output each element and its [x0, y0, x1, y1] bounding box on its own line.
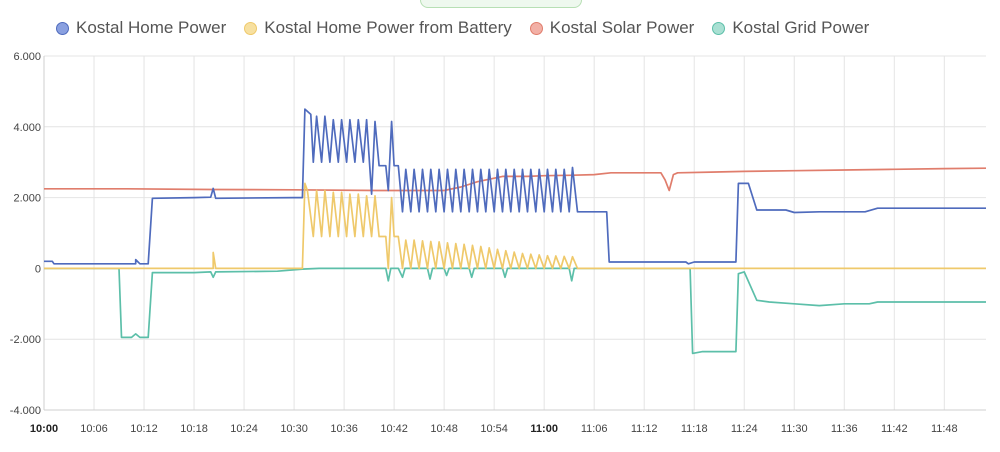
legend-dot-icon [529, 21, 543, 35]
x-tick-label: 10:42 [380, 423, 408, 435]
x-tick-label: 11:42 [881, 423, 908, 435]
legend-label: Kostal Solar Power [549, 18, 695, 37]
y-tick-label: 4.000 [13, 122, 41, 134]
x-tick-label: 10:36 [330, 423, 358, 435]
x-tick-label: 10:24 [230, 423, 258, 435]
x-tick-label: 11:12 [631, 423, 658, 435]
x-tick-label: 10:30 [280, 423, 308, 435]
x-tick-label: 10:06 [80, 423, 108, 435]
x-tick-label: 10:12 [130, 423, 158, 435]
x-tick-label: 11:48 [931, 423, 958, 435]
x-tick-label: 10:00 [30, 423, 58, 435]
y-tick-label: 0 [35, 263, 41, 275]
y-tick-label: -4.000 [10, 405, 41, 417]
legend-item-home-power[interactable]: Kostal Home Power [56, 18, 226, 38]
y-tick-label: 2.000 [13, 193, 41, 205]
legend-item-grid-power[interactable]: Kostal Grid Power [712, 18, 869, 38]
x-tick-label: 11:00 [530, 423, 558, 435]
y-tick-label: 6.000 [13, 51, 41, 63]
legend-item-home-power-battery[interactable]: Kostal Home Power from Battery [244, 18, 512, 38]
chart-legend: Kostal Home Power Kostal Home Power from… [56, 18, 887, 38]
legend-dot-icon [56, 21, 69, 35]
series-line-kostal-grid-power [44, 267, 986, 355]
x-tick-label: 11:18 [681, 423, 708, 435]
x-tick-label: 10:18 [180, 423, 208, 435]
x-tick-label: 10:48 [430, 423, 458, 435]
legend-label: Kostal Home Power [76, 18, 227, 37]
legend-label: Kostal Grid Power [732, 18, 870, 37]
legend-dot-icon [712, 21, 726, 35]
x-tick-label: 11:24 [731, 423, 758, 435]
series-line-kostal-home-power [44, 108, 986, 265]
legend-item-solar-power[interactable]: Kostal Solar Power [529, 18, 695, 38]
x-tick-label: 11:36 [831, 423, 858, 435]
x-tick-label: 10:54 [480, 423, 508, 435]
legend-label: Kostal Home Power from Battery [264, 18, 512, 37]
x-tick-label: 11:06 [581, 423, 608, 435]
series-line-kostal-home-power-from-battery [44, 182, 986, 270]
y-tick-label: -2.000 [10, 334, 41, 346]
x-tick-label: 11:30 [781, 423, 808, 435]
legend-dot-icon [244, 21, 258, 35]
